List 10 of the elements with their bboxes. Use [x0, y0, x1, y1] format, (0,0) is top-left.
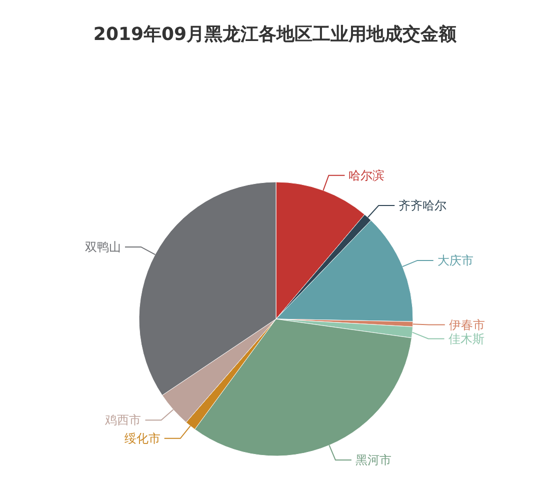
- slice-label: 齐齐哈尔: [398, 198, 447, 213]
- slice-label: 黑河市: [355, 452, 392, 467]
- slice-label: 哈尔滨: [348, 168, 385, 182]
- slice-label: 伊春市: [448, 318, 485, 332]
- slice-label: 绥化市: [124, 431, 160, 446]
- slice-label: 佳木斯: [448, 332, 484, 346]
- chart-title: 2019年09月黑龙江各地区工业用地成交金额: [93, 24, 458, 45]
- slice-label: 鸡西市: [104, 413, 142, 428]
- slice-label: 双鸭山: [85, 240, 122, 254]
- slice-label: 大庆市: [437, 253, 474, 268]
